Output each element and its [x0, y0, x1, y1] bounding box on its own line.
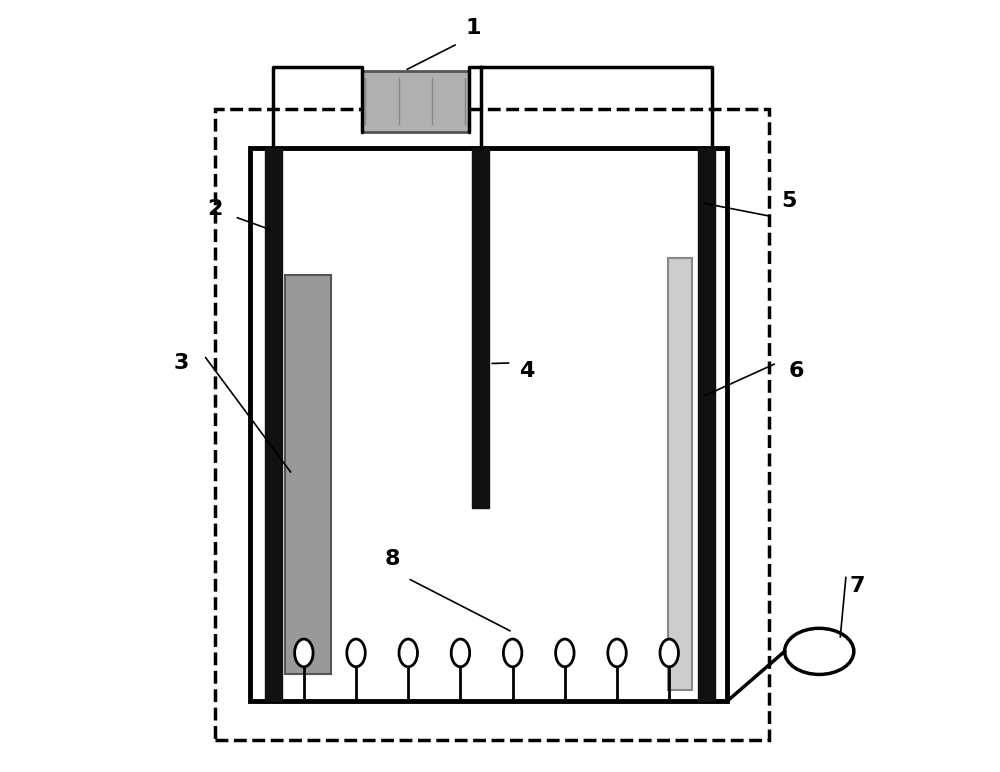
Bar [285, 275, 331, 674]
Bar [265, 147, 282, 702]
Bar [250, 147, 727, 702]
Text: 7: 7 [850, 576, 865, 596]
Text: 4: 4 [519, 361, 535, 381]
Ellipse shape [399, 639, 417, 667]
Text: 8: 8 [385, 549, 400, 569]
Ellipse shape [451, 639, 470, 667]
Text: 6: 6 [788, 361, 804, 381]
Text: 2: 2 [208, 199, 223, 219]
FancyBboxPatch shape [362, 70, 469, 132]
Text: 5: 5 [781, 191, 796, 212]
Ellipse shape [347, 639, 365, 667]
Bar [472, 147, 489, 507]
Text: 1: 1 [465, 19, 481, 39]
Bar [215, 109, 769, 740]
Ellipse shape [503, 639, 522, 667]
Bar [698, 147, 715, 702]
Ellipse shape [660, 639, 678, 667]
Ellipse shape [785, 628, 854, 675]
Text: 3: 3 [173, 353, 188, 373]
Bar [668, 259, 692, 690]
Ellipse shape [608, 639, 626, 667]
Ellipse shape [556, 639, 574, 667]
Ellipse shape [295, 639, 313, 667]
